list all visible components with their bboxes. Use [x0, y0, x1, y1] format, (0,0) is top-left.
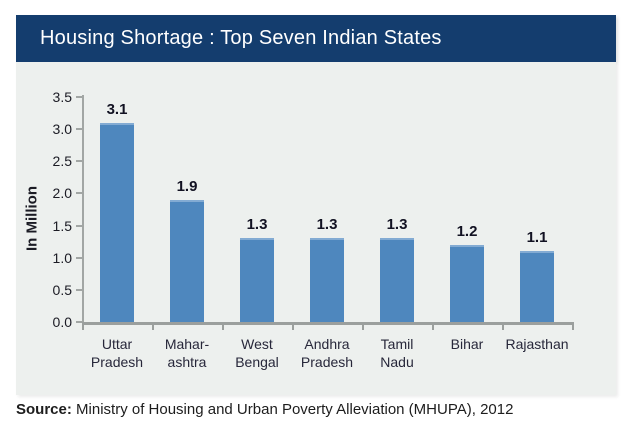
bar-value-label: 1.2 — [456, 222, 478, 240]
bar — [520, 251, 554, 322]
x-category-label: Bihar — [450, 336, 484, 352]
x-tick-mark — [292, 325, 294, 330]
x-category-label: Mahar- ashtra — [164, 336, 210, 370]
y-tick-mark — [76, 321, 82, 323]
bar — [240, 238, 274, 322]
source-text: Ministry of Housing and Urban Poverty Al… — [71, 401, 514, 418]
x-category-label: Rajasthan — [505, 336, 569, 352]
x-category-label: Uttar Pradesh — [90, 336, 144, 370]
bar-value-label: 1.3 — [386, 216, 408, 234]
y-tick-label: 1.5 — [52, 217, 72, 234]
x-tick-mark — [152, 325, 154, 330]
y-tick-mark — [76, 160, 82, 163]
bar-value-label: 1.3 — [246, 216, 268, 234]
y-axis-line — [82, 95, 84, 322]
chart-title-bar: Housing Shortage : Top Seven Indian Stat… — [16, 15, 616, 62]
bar — [170, 199, 204, 322]
x-category-label: Andhra Pradesh — [300, 336, 354, 370]
y-tick-label: 2.0 — [52, 185, 72, 202]
bar-value-label: 1.9 — [176, 177, 198, 195]
y-tick-label: 2.5 — [52, 153, 72, 170]
y-tick-mark — [76, 128, 82, 131]
bar-value-label: 3.1 — [106, 100, 128, 118]
x-category-label: Tamil Nadu — [380, 336, 414, 370]
y-tick-label: 3.0 — [52, 121, 72, 138]
x-tick-mark — [572, 325, 574, 330]
y-tick-mark — [76, 192, 82, 195]
bar — [100, 122, 134, 322]
y-tick-label: 1.0 — [52, 249, 72, 266]
bar-value-label: 1.1 — [526, 229, 548, 247]
chart-title: Housing Shortage : Top Seven Indian Stat… — [40, 27, 442, 49]
y-tick-mark — [76, 224, 82, 227]
x-tick-mark — [432, 325, 434, 330]
y-tick-mark — [76, 288, 82, 291]
source-line: Source: Ministry of Housing and Urban Po… — [16, 401, 513, 418]
bar-value-label: 1.3 — [316, 216, 338, 234]
x-tick-mark — [82, 325, 84, 330]
chart-area: In Million 0.0 0.5 1.0 1.5 2.0 2.5 3.0 3.5 3.1 Ut… — [16, 62, 616, 395]
y-tick-mark — [76, 256, 82, 259]
x-axis-line — [82, 322, 574, 325]
x-tick-mark — [362, 325, 364, 330]
x-category-label: West Bengal — [235, 336, 279, 370]
bar — [450, 244, 484, 322]
x-tick-mark — [502, 325, 504, 330]
y-tick-label: 0.5 — [52, 281, 72, 298]
source-label: Source: — [16, 401, 72, 418]
x-tick-mark — [222, 325, 224, 330]
y-tick-label: 3.5 — [52, 89, 72, 105]
y-tick-mark — [76, 96, 82, 98]
bar — [380, 238, 414, 322]
y-tick-label: 0.0 — [52, 314, 72, 330]
bar — [310, 238, 344, 322]
chart-panel: Housing Shortage : Top Seven Indian Stat… — [16, 15, 616, 395]
